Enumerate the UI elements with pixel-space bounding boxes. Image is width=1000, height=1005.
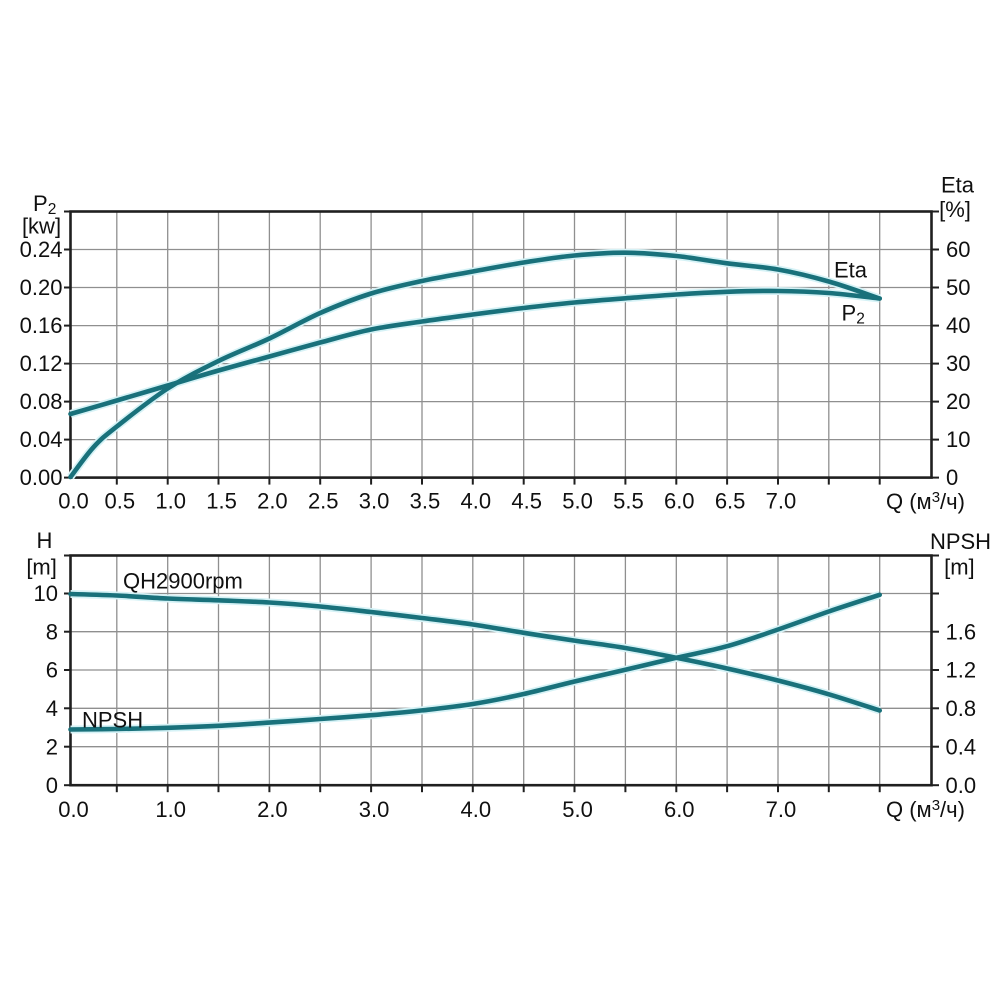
svg-text:4.5: 4.5 <box>511 489 542 514</box>
svg-text:0.8: 0.8 <box>946 696 977 721</box>
svg-text:1.6: 1.6 <box>946 619 977 644</box>
svg-text:Eta: Eta <box>941 173 975 198</box>
svg-text:2.0: 2.0 <box>257 489 288 514</box>
svg-text:0.0: 0.0 <box>58 489 89 514</box>
svg-text:QH2900rpm: QH2900rpm <box>123 569 243 594</box>
svg-text:0.4: 0.4 <box>946 734 977 759</box>
svg-text:0.5: 0.5 <box>105 489 136 514</box>
svg-text:3.5: 3.5 <box>410 489 441 514</box>
svg-text:[m]: [m] <box>26 555 57 580</box>
svg-text:NPSH: NPSH <box>930 529 991 554</box>
svg-text:6.0: 6.0 <box>664 489 695 514</box>
svg-text:8: 8 <box>46 619 58 644</box>
svg-text:3.0: 3.0 <box>359 489 390 514</box>
svg-text:2.0: 2.0 <box>257 797 288 822</box>
svg-text:6: 6 <box>46 658 58 683</box>
svg-text:0.04: 0.04 <box>20 427 63 452</box>
svg-text:0: 0 <box>46 773 58 798</box>
svg-text:[%]: [%] <box>939 197 971 222</box>
svg-text:5.5: 5.5 <box>613 489 644 514</box>
svg-text:[kw]: [kw] <box>22 214 61 239</box>
svg-text:7.0: 7.0 <box>766 489 797 514</box>
svg-text:Eta: Eta <box>834 258 868 283</box>
svg-text:0.20: 0.20 <box>20 275 63 300</box>
svg-text:20: 20 <box>946 389 970 414</box>
svg-text:6.0: 6.0 <box>664 797 695 822</box>
svg-text:1.0: 1.0 <box>155 797 186 822</box>
svg-text:H: H <box>36 528 52 553</box>
svg-text:2: 2 <box>46 734 58 759</box>
svg-text:6.5: 6.5 <box>715 489 746 514</box>
svg-text:60: 60 <box>946 237 970 262</box>
svg-text:5.0: 5.0 <box>562 797 593 822</box>
svg-text:Q (м3/ч): Q (м3/ч) <box>886 489 965 514</box>
svg-text:40: 40 <box>946 313 970 338</box>
svg-text:4.0: 4.0 <box>461 797 492 822</box>
svg-text:0.12: 0.12 <box>20 351 63 376</box>
svg-text:4.0: 4.0 <box>461 489 492 514</box>
svg-text:[m]: [m] <box>944 555 975 580</box>
svg-text:2.5: 2.5 <box>308 489 339 514</box>
svg-text:1.0: 1.0 <box>155 489 186 514</box>
svg-text:4: 4 <box>46 696 58 721</box>
svg-text:10: 10 <box>34 581 58 606</box>
svg-text:0.00: 0.00 <box>20 465 63 490</box>
svg-text:0.24: 0.24 <box>20 237 63 262</box>
svg-text:Q (м3/ч): Q (м3/ч) <box>886 797 965 822</box>
svg-text:0.0: 0.0 <box>946 773 977 798</box>
svg-text:0.0: 0.0 <box>58 797 89 822</box>
svg-text:1.2: 1.2 <box>946 658 977 683</box>
svg-text:NPSH: NPSH <box>82 708 143 733</box>
svg-text:3.0: 3.0 <box>359 797 390 822</box>
svg-text:1.5: 1.5 <box>206 489 237 514</box>
svg-text:50: 50 <box>946 275 970 300</box>
svg-text:0.16: 0.16 <box>20 313 63 338</box>
svg-text:0.08: 0.08 <box>20 389 63 414</box>
svg-text:0: 0 <box>946 465 958 490</box>
svg-text:5.0: 5.0 <box>562 489 593 514</box>
svg-text:30: 30 <box>946 351 970 376</box>
svg-text:7.0: 7.0 <box>766 797 797 822</box>
svg-text:10: 10 <box>946 427 970 452</box>
